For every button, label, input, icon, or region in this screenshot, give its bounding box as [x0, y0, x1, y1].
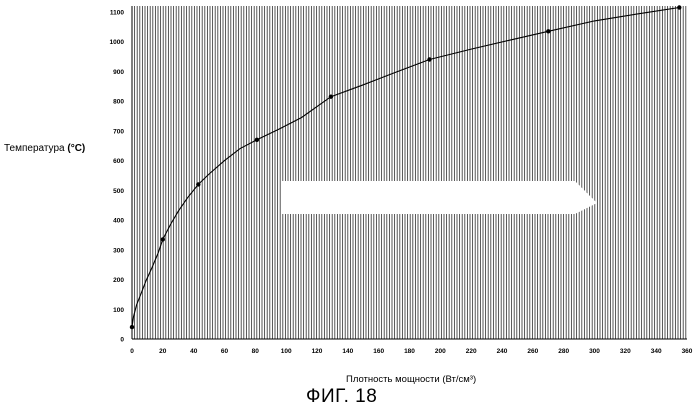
figure-caption: ФИГ. 18: [306, 386, 378, 407]
y-tick-label: 400: [113, 218, 124, 225]
series-polyline: [131, 6, 680, 328]
y-tick-label: 0: [120, 337, 124, 344]
y-tick-label: 500: [113, 188, 124, 195]
data-point: [546, 29, 551, 34]
x-tick-label: 20: [159, 348, 167, 355]
x-tick-label: 280: [558, 348, 569, 355]
y-tick-label: 300: [113, 247, 124, 254]
y-axis-unit: (°C): [67, 143, 86, 154]
y-tick-label: 200: [113, 277, 124, 284]
blank-label-area: [281, 181, 597, 214]
series-line: [131, 6, 680, 328]
data-point: [160, 237, 165, 242]
y-tick-label: 1000: [110, 39, 125, 46]
y-tick-label: 600: [113, 158, 124, 165]
x-tick-label: 140: [342, 348, 353, 355]
gridlines: [131, 6, 687, 339]
x-tick-label: 300: [589, 348, 600, 355]
data-point: [196, 182, 201, 187]
y-tick-label: 100: [113, 307, 124, 314]
x-tick-label: 340: [651, 348, 662, 355]
data-point: [427, 57, 432, 62]
y-tick-label: 1100: [110, 9, 124, 16]
y-axis-label-text: Температура: [4, 143, 65, 154]
y-tick-label: 900: [113, 69, 124, 76]
y-tick-label: 700: [113, 128, 124, 135]
x-tick-label: 160: [373, 348, 384, 355]
y-tick-labels: 0 100 200 300 400 500 600 700 800 900 1000 1100: [110, 9, 125, 343]
x-tick-label: 180: [404, 348, 415, 355]
x-tick-label: 240: [497, 348, 508, 355]
axes: [131, 6, 687, 340]
x-tick-label: 80: [252, 348, 260, 355]
data-point: [129, 324, 135, 330]
data-point: [328, 94, 334, 99]
x-tick-label: 360: [682, 348, 693, 355]
x-tick-label: 120: [312, 348, 323, 355]
x-tick-label: 40: [190, 348, 198, 355]
data-point: [254, 137, 260, 142]
x-tick-labels: 0 20 40 60 80 100 120 140 160 180 200 220 240 260 280 3…: [130, 348, 693, 355]
data-point: [677, 5, 682, 10]
y-tick-label: 800: [113, 99, 124, 106]
vertical-hatch-lines: [131, 6, 687, 339]
y-axis-label: Температура (°C): [4, 143, 85, 154]
x-tick-label: 0: [130, 348, 134, 355]
x-tick-label: 260: [527, 348, 538, 355]
x-tick-label: 220: [466, 348, 477, 355]
x-tick-label: 100: [281, 348, 292, 355]
x-axis-label: Плотность мощности (Вт/см³): [346, 374, 477, 385]
x-tick-label: 60: [221, 348, 229, 355]
series-markers: [129, 5, 682, 330]
x-tick-label: 320: [620, 348, 631, 355]
x-tick-label: 200: [435, 348, 446, 355]
